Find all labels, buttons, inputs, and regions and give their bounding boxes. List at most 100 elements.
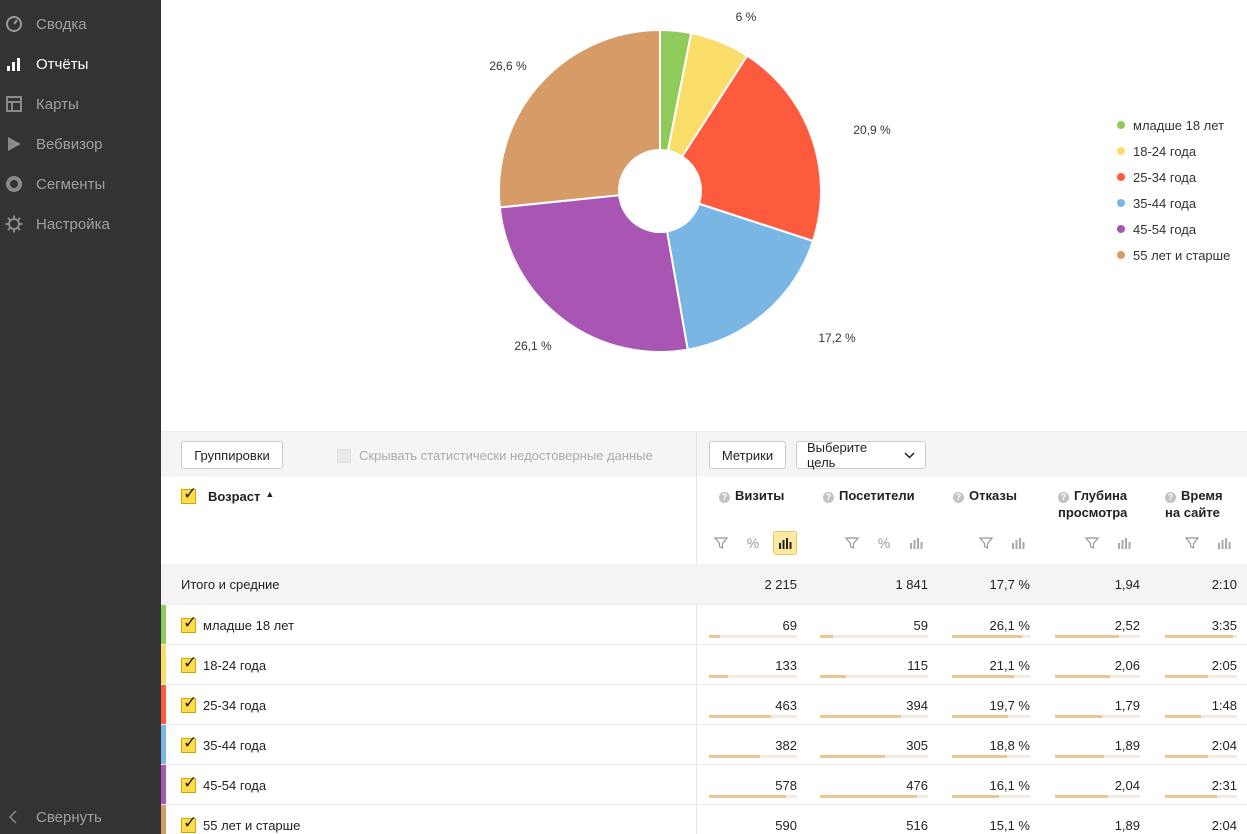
bar-chart-toggle-icon[interactable] bbox=[1006, 531, 1030, 555]
bar-chart-toggle-icon[interactable] bbox=[773, 531, 797, 555]
filter-icon[interactable] bbox=[974, 531, 998, 555]
dashboard-icon bbox=[5, 15, 23, 33]
row-checkbox[interactable]: ✓ bbox=[181, 772, 198, 793]
column-header-label: Визиты bbox=[735, 488, 785, 503]
table-row[interactable]: ✓ 25-34 года 463 394 19,7 % 1,79 1:48 bbox=[161, 684, 1247, 725]
cell-bar-fill bbox=[952, 635, 1023, 638]
help-icon[interactable]: ? bbox=[1165, 492, 1176, 503]
metric-cell: 59 bbox=[913, 618, 928, 633]
toolbar-divider bbox=[696, 432, 697, 478]
pie-data-label-3: 17,2 % bbox=[818, 331, 856, 345]
sidebar-item-label: Карты bbox=[36, 95, 79, 113]
total-cell: 2 215 bbox=[764, 577, 797, 592]
help-icon[interactable]: ? bbox=[1058, 492, 1069, 503]
cell-bar bbox=[820, 755, 928, 758]
legend-item[interactable]: 18-24 года bbox=[1117, 138, 1230, 164]
table-total-row: Итого и средние 2 215 1 841 17,7 % 1,94 2:10 bbox=[161, 564, 1247, 604]
metric-cell: 463 bbox=[775, 698, 797, 713]
sidebar-item-reports[interactable]: Отчёты bbox=[0, 44, 161, 84]
sidebar-item-summary[interactable]: Сводка bbox=[0, 4, 161, 44]
collapse-sidebar-button[interactable]: Свернуть bbox=[0, 800, 161, 834]
row-label-text: 18-24 года bbox=[203, 657, 267, 673]
legend-item[interactable]: младше 18 лет bbox=[1117, 112, 1230, 138]
row-color-stripe bbox=[161, 605, 166, 645]
row-color-stripe bbox=[161, 805, 166, 834]
cell-bar bbox=[1055, 635, 1140, 638]
sidebar-item-maps[interactable]: Карты bbox=[0, 84, 161, 124]
help-icon[interactable]: ? bbox=[953, 492, 964, 503]
cell-bar-fill bbox=[1165, 635, 1234, 638]
legend-label: 45-54 года bbox=[1133, 221, 1197, 237]
column-header-label-line2: на сайте bbox=[1165, 505, 1220, 520]
row-label: ✓ младше 18 лет bbox=[181, 605, 294, 645]
table-row[interactable]: ✓ младше 18 лет 69 59 26,1 % 2,52 3:35 bbox=[161, 604, 1247, 645]
cell-bar-fill bbox=[820, 675, 846, 678]
total-cell: 1,94 bbox=[1114, 577, 1140, 592]
cell-bar bbox=[709, 635, 797, 638]
table-row[interactable]: ✓ 55 лет и старше 590 516 15,1 % 1,89 2:04 bbox=[161, 804, 1247, 834]
row-label-text: 45-54 года bbox=[203, 777, 267, 793]
cell-bar-fill bbox=[709, 635, 720, 638]
cell-bar-fill bbox=[820, 715, 901, 718]
report-toolbar: Группировки Скрывать статистически недос… bbox=[161, 431, 1247, 478]
row-checkbox[interactable]: ✓ bbox=[181, 652, 198, 673]
sidebar-item-settings[interactable]: Настройка bbox=[0, 204, 161, 244]
filter-icon[interactable] bbox=[1080, 531, 1104, 555]
column-header-1[interactable]: ? Посетители bbox=[823, 487, 915, 504]
legend-item[interactable]: 25-34 года bbox=[1117, 164, 1230, 190]
row-label-text: 25-34 года bbox=[203, 697, 267, 713]
cell-bar bbox=[952, 715, 1030, 718]
percent-icon[interactable]: % bbox=[746, 535, 760, 551]
segment-ring-icon bbox=[5, 175, 23, 193]
bar-chart-toggle-icon[interactable] bbox=[904, 531, 928, 555]
metric-cell: 133 bbox=[775, 658, 797, 673]
legend-item[interactable]: 45-54 года bbox=[1117, 216, 1230, 242]
row-checkbox[interactable]: ✓ bbox=[181, 612, 198, 633]
map-layout-icon bbox=[5, 95, 23, 113]
metric-cell: 3:35 bbox=[1211, 618, 1237, 633]
pie-data-label-1: 6 % bbox=[736, 10, 757, 24]
column-header-0[interactable]: ? Визиты bbox=[719, 487, 784, 504]
sidebar-item-segments[interactable]: Сегменты bbox=[0, 164, 161, 204]
legend-label: младше 18 лет bbox=[1133, 117, 1225, 133]
filter-icon[interactable] bbox=[1180, 531, 1204, 555]
row-checkbox[interactable]: ✓ bbox=[181, 692, 198, 713]
goal-select[interactable]: Выберите цель bbox=[796, 440, 926, 470]
cell-bar bbox=[952, 635, 1030, 638]
metric-cell: 115 bbox=[907, 658, 928, 673]
bar-chart-toggle-icon[interactable] bbox=[1212, 531, 1236, 555]
cell-bar bbox=[1165, 795, 1237, 798]
table-row[interactable]: ✓ 45-54 года 578 476 16,1 % 2,04 2:31 bbox=[161, 764, 1247, 805]
sidebar-item-webvisor[interactable]: Вебвизор bbox=[0, 124, 161, 164]
bar-chart-toggle-icon[interactable] bbox=[1112, 531, 1136, 555]
column-header-4[interactable]: ? Время на сайте bbox=[1165, 487, 1223, 521]
pie-slice-3[interactable] bbox=[658, 189, 815, 351]
goal-select-label: Выберите цель bbox=[807, 440, 868, 470]
pie-slice-4[interactable] bbox=[498, 189, 689, 353]
column-header-2[interactable]: ? Отказы bbox=[953, 487, 1017, 504]
legend-item[interactable]: 35-44 года bbox=[1117, 190, 1230, 216]
help-icon[interactable]: ? bbox=[823, 492, 834, 503]
select-all-checkbox[interactable]: ✓ bbox=[181, 484, 198, 504]
column-header-3[interactable]: ? Глубина просмотра bbox=[1058, 487, 1127, 521]
filter-icon[interactable] bbox=[709, 531, 733, 555]
legend-item[interactable]: 55 лет и старше bbox=[1117, 242, 1230, 268]
metric-cell: 18,8 % bbox=[989, 738, 1030, 753]
metrics-button[interactable]: Метрики bbox=[709, 441, 786, 469]
legend-color-dot bbox=[1117, 121, 1125, 129]
row-checkbox[interactable]: ✓ bbox=[181, 812, 198, 833]
pie-slice-5[interactable] bbox=[498, 28, 661, 209]
table-row[interactable]: ✓ 18-24 года 133 115 21,1 % 2,06 2:05 bbox=[161, 644, 1247, 685]
cell-bar bbox=[820, 715, 928, 718]
hide-unreliable-checkbox[interactable]: Скрывать статистически недостоверные дан… bbox=[337, 448, 653, 463]
cell-bar-fill bbox=[820, 635, 833, 638]
help-icon[interactable]: ? bbox=[719, 492, 730, 503]
groupings-button[interactable]: Группировки bbox=[181, 441, 283, 469]
table-row[interactable]: ✓ 35-44 года 382 305 18,8 % 1,89 2:04 bbox=[161, 724, 1247, 765]
filter-icon[interactable] bbox=[840, 531, 864, 555]
percent-icon[interactable]: % bbox=[877, 535, 891, 551]
dimension-header[interactable]: ✓ Возраст ▲ bbox=[181, 484, 274, 504]
column-header-label: Посетители bbox=[839, 488, 915, 503]
row-checkbox[interactable]: ✓ bbox=[181, 732, 198, 753]
